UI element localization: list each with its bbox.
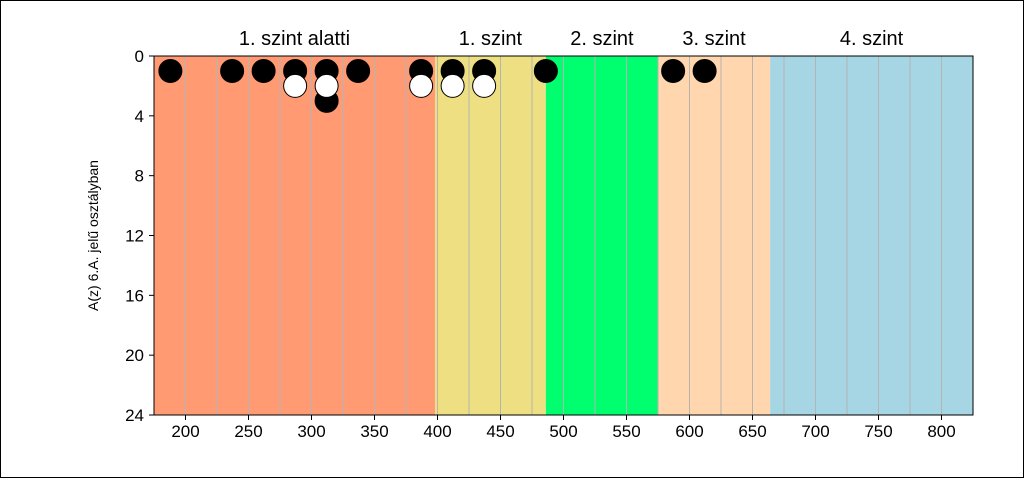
band-label: 1. szint xyxy=(459,28,523,50)
band-5 xyxy=(770,56,973,415)
y-tick-label: 20 xyxy=(125,346,144,365)
y-tick-label: 24 xyxy=(125,406,144,425)
y-tick-label: 0 xyxy=(135,47,144,66)
x-tick-label: 200 xyxy=(171,422,199,441)
band-2 xyxy=(434,56,546,415)
x-tick-label: 450 xyxy=(486,422,514,441)
band-1 xyxy=(154,56,435,415)
band-labels: 1. szint alatti 1. szint 2. szint 3. szint 4… xyxy=(239,28,904,50)
data-point xyxy=(533,58,558,83)
grid-lines xyxy=(185,56,942,415)
data-point xyxy=(440,73,465,98)
data-points xyxy=(158,58,717,113)
x-tick-label: 800 xyxy=(927,422,955,441)
band-3 xyxy=(545,56,658,415)
data-point xyxy=(314,73,339,98)
level-bands xyxy=(154,56,973,415)
data-point xyxy=(346,58,371,83)
x-tick-label: 250 xyxy=(234,422,262,441)
x-tick-label: 300 xyxy=(297,422,325,441)
data-point xyxy=(661,58,686,83)
data-point xyxy=(158,58,183,83)
y-tick-label: 8 xyxy=(135,167,144,186)
band-4 xyxy=(658,56,771,415)
data-point xyxy=(472,73,497,98)
x-tick-label: 550 xyxy=(612,422,640,441)
x-tick-label: 400 xyxy=(423,422,451,441)
y-tick-label: 12 xyxy=(125,227,144,246)
data-point xyxy=(220,58,245,83)
y-tick-label: 16 xyxy=(125,286,144,305)
data-point xyxy=(251,58,276,83)
band-label: 3. szint xyxy=(682,28,746,50)
data-point xyxy=(692,58,717,83)
x-tick-label: 600 xyxy=(675,422,703,441)
y-tick-label: 4 xyxy=(135,107,144,126)
y-axis-title: A(z) 6.A. jelű osztályban xyxy=(85,160,101,311)
axis-ticks: 200 250 300 350 400 450 500 550 600 650 700 750 800 0… xyxy=(125,47,956,441)
x-tick-label: 650 xyxy=(738,422,766,441)
band-label: 2. szint xyxy=(570,28,634,50)
band-label: 4. szint xyxy=(840,28,904,50)
band-label: 1. szint alatti xyxy=(239,28,350,50)
x-tick-label: 350 xyxy=(360,422,388,441)
x-tick-label: 700 xyxy=(801,422,829,441)
data-point xyxy=(283,73,308,98)
x-tick-label: 500 xyxy=(549,422,577,441)
data-point xyxy=(409,73,434,98)
x-tick-label: 750 xyxy=(864,422,892,441)
